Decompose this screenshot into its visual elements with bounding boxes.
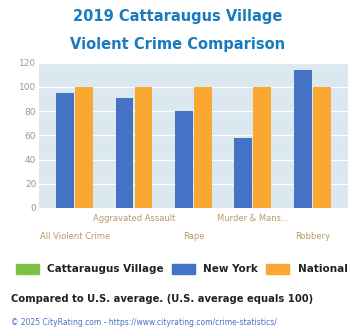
Text: Murder & Mans...: Murder & Mans... <box>217 214 289 223</box>
Text: Robbery: Robbery <box>295 232 330 241</box>
Text: 2019 Cattaraugus Village: 2019 Cattaraugus Village <box>73 9 282 24</box>
Bar <box>294 70 312 208</box>
Bar <box>175 111 193 208</box>
Text: Violent Crime Comparison: Violent Crime Comparison <box>70 37 285 52</box>
Bar <box>116 98 133 208</box>
Bar <box>75 87 93 208</box>
Text: All Violent Crime: All Violent Crime <box>39 232 110 241</box>
Bar <box>234 138 252 208</box>
Text: Compared to U.S. average. (U.S. average equals 100): Compared to U.S. average. (U.S. average … <box>11 294 313 304</box>
Bar <box>56 93 74 208</box>
Text: Aggravated Assault: Aggravated Assault <box>93 214 175 223</box>
Text: Rape: Rape <box>183 232 204 241</box>
Bar <box>313 87 331 208</box>
Bar <box>194 87 212 208</box>
Legend: Cattaraugus Village, New York, National: Cattaraugus Village, New York, National <box>16 264 348 274</box>
Bar <box>135 87 153 208</box>
Text: © 2025 CityRating.com - https://www.cityrating.com/crime-statistics/: © 2025 CityRating.com - https://www.city… <box>11 318 277 327</box>
Bar <box>253 87 271 208</box>
